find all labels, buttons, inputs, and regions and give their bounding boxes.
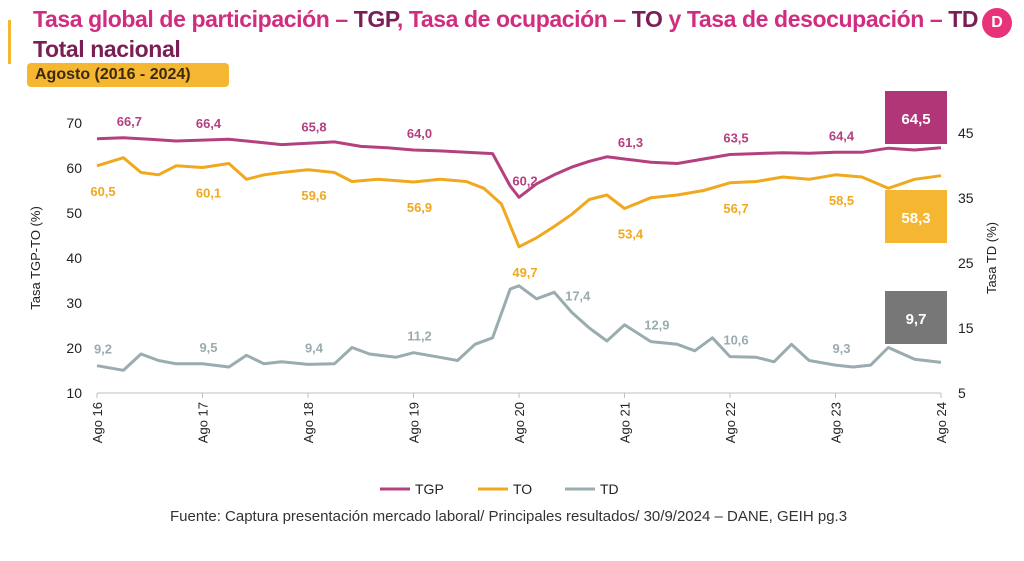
chart-legend: TGP TO TD bbox=[380, 481, 619, 497]
data-label-to: 56,9 bbox=[407, 200, 432, 215]
latest-value-label-td: 9,7 bbox=[906, 311, 927, 328]
x-tick-label: Ago 17 bbox=[196, 402, 211, 443]
chart-series bbox=[96, 136, 942, 372]
data-label-tgp: 60,2 bbox=[512, 173, 537, 188]
data-label-tgp: 61,3 bbox=[618, 135, 643, 150]
y-left-tick-label: 60 bbox=[66, 160, 82, 176]
latest-value-box-tgp bbox=[885, 91, 947, 144]
y-right-tick-label: 35 bbox=[958, 190, 974, 206]
data-label-tgp: 64,0 bbox=[407, 126, 432, 141]
data-label-td: 9,3 bbox=[832, 341, 850, 356]
title-accent-bar bbox=[8, 20, 11, 64]
data-label-to: 58,5 bbox=[829, 193, 854, 208]
data-label-tgp: 66,4 bbox=[196, 116, 222, 131]
series-line-td bbox=[96, 284, 942, 372]
x-tick-label: Ago 22 bbox=[723, 402, 738, 443]
y-right-tick-label: 25 bbox=[958, 255, 974, 271]
brand-logo-icon[interactable]: D bbox=[982, 8, 1012, 38]
y-left-tick-label: 20 bbox=[66, 340, 82, 356]
y-right-tick-label: 5 bbox=[958, 385, 966, 401]
chart-data-labels: 66,7 66,4 65,8 64,0 60,2 61,3 63,5 64,4 60,5 60,1… bbox=[90, 114, 855, 357]
title-text-3: y Tasa de desocupación – bbox=[662, 6, 949, 32]
legend-label-tgp: TGP bbox=[415, 481, 444, 497]
x-tick-label: Ago 20 bbox=[512, 402, 527, 443]
data-label-to: 59,6 bbox=[301, 188, 326, 203]
latest-value-boxes: 64,5 58,3 9,7 bbox=[885, 91, 947, 344]
y-left-tick-label: 50 bbox=[66, 205, 82, 221]
period-badge: Agosto (2016 - 2024) bbox=[27, 63, 229, 87]
latest-value-label-to: 58,3 bbox=[901, 210, 930, 227]
data-label-td: 9,2 bbox=[94, 342, 112, 357]
data-label-to: 60,1 bbox=[196, 186, 221, 201]
x-tick-label: Ago 18 bbox=[301, 402, 316, 443]
data-label-tgp: 63,5 bbox=[723, 131, 748, 146]
legend-label-td: TD bbox=[600, 481, 619, 497]
data-label-td: 9,4 bbox=[305, 340, 324, 355]
latest-value-label-tgp: 64,5 bbox=[901, 111, 930, 128]
title-text-1: Tasa global de participación – bbox=[33, 6, 354, 32]
latest-value-box-to bbox=[885, 190, 947, 243]
data-label-to: 56,7 bbox=[723, 201, 748, 216]
chart-axes: 10 20 30 40 50 60 70 5 15 25 35 45 Tasa TGP-TO (%) Ta… bbox=[28, 115, 999, 443]
y-left-axis-title: Tasa TGP-TO (%) bbox=[28, 206, 43, 310]
data-label-tgp: 64,4 bbox=[829, 128, 855, 143]
y-right-tick-label: 15 bbox=[958, 320, 974, 336]
series-line-to bbox=[96, 156, 942, 249]
y-left-tick-label: 30 bbox=[66, 295, 82, 311]
data-label-td: 10,6 bbox=[723, 333, 748, 348]
y-right-axis-title: Tasa TD (%) bbox=[984, 222, 999, 294]
legend-label-to: TO bbox=[513, 481, 532, 497]
data-label-to: 49,7 bbox=[512, 265, 537, 280]
chart-title: Tasa global de participación – TGP, Tasa… bbox=[33, 6, 979, 33]
data-label-td: 17,4 bbox=[565, 288, 591, 303]
data-label-to: 53,4 bbox=[618, 227, 644, 242]
x-tick-label: Ago 16 bbox=[90, 402, 105, 443]
data-label-tgp: 65,8 bbox=[301, 119, 326, 134]
y-left-tick-label: 40 bbox=[66, 250, 82, 266]
y-right-tick-label: 45 bbox=[958, 125, 974, 141]
y-left-tick-label: 70 bbox=[66, 115, 82, 131]
x-tick-label: Ago 21 bbox=[618, 402, 633, 443]
y-left-tick-label: 10 bbox=[66, 385, 82, 401]
x-tick-label: Ago 24 bbox=[934, 402, 949, 443]
title-text-2: , Tasa de ocupación – bbox=[396, 6, 632, 32]
x-tick-label: Ago 19 bbox=[407, 402, 422, 443]
data-label-tgp: 66,7 bbox=[117, 114, 142, 129]
data-label-td: 12,9 bbox=[644, 318, 669, 333]
title-text-tgp: TGP bbox=[353, 6, 398, 32]
chart-subtitle: Total nacional bbox=[33, 36, 181, 62]
data-label-td: 9,5 bbox=[199, 340, 217, 355]
series-line-tgp bbox=[96, 136, 942, 199]
latest-value-box-td bbox=[885, 291, 947, 344]
title-text-to: TO bbox=[631, 6, 663, 32]
data-label-td: 11,2 bbox=[407, 329, 432, 344]
data-label-to: 60,5 bbox=[90, 184, 115, 199]
source-note: Fuente: Captura presentación mercado lab… bbox=[170, 508, 848, 525]
x-tick-label: Ago 23 bbox=[829, 402, 844, 443]
title-text-td: TD bbox=[948, 6, 979, 32]
